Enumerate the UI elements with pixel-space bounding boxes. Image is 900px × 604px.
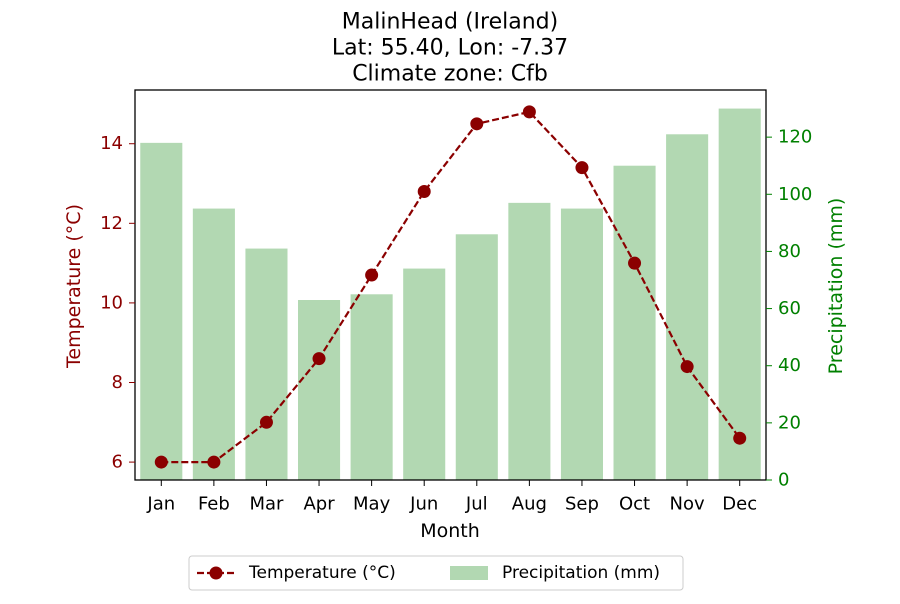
chart-title-line-3: Climate zone: Cfb [352,62,548,87]
x-tick-label-feb: Feb [198,494,230,515]
x-tick-label-sep: Sep [565,494,599,515]
temperature-point-may [365,268,379,282]
left-y-tick-label: 8 [112,372,123,393]
temperature-point-nov [680,360,694,374]
precipitation-bars [140,108,761,481]
legend-temperature-marker [209,566,223,580]
x-tick-label-jan: Jan [146,494,175,515]
x-tick-label-mar: Mar [249,494,284,515]
x-tick-label-aug: Aug [512,494,547,515]
temperature-line [154,105,747,469]
x-tick-label-oct: Oct [619,494,650,515]
temperature-point-oct [628,256,642,270]
legend-precipitation-swatch [450,566,488,580]
right-y-tick-label: 120 [778,127,812,148]
temperature-point-jan [154,455,168,469]
precipitation-bar-aug [508,202,551,481]
left-y-tick-label: 12 [100,213,123,234]
precipitation-bar-dec [718,108,761,480]
right-y-tick-label: 60 [778,298,801,319]
right-y-tick-label: 20 [778,412,801,433]
temperature-series-line [161,110,741,464]
right-y-axis-label: Precipitation (mm) [825,198,847,375]
precipitation-bar-mar [245,248,288,480]
temperature-point-feb [207,455,221,469]
x-tick-label-nov: Nov [670,494,705,515]
chart-title-line-1: MalinHead (Ireland) [342,10,558,35]
x-tick-label-apr: Apr [303,494,335,515]
temperature-point-aug [522,105,536,119]
temperature-point-jun [417,184,431,198]
legend-frame [188,555,684,591]
temperature-point-mar [259,415,273,429]
left-y-axis-label: Temperature (°C) [63,204,85,369]
x-axis-ticks: Jan Feb Mar Apr May Jun Jul Aug Sep Oct Nov Dec [146,480,757,515]
temperature-point-sep [575,161,589,175]
x-axis-label: Month [420,520,480,542]
precipitation-bar-jul [455,234,498,480]
precipitation-bar-jan [140,142,183,481]
left-y-tick-label: 14 [100,133,123,154]
temperature-point-dec [733,431,747,445]
legend: Temperature (°C) Precipitation (mm) [188,555,684,591]
plot-frame [134,89,767,481]
precipitation-bar-sep [560,208,603,480]
x-tick-label-dec: Dec [722,494,757,515]
x-tick-label-jun: Jun [409,494,438,515]
precipitation-bar-nov [666,134,709,481]
legend-precipitation-label: Precipitation (mm) [502,563,660,583]
x-tick-label-may: May [353,494,391,515]
left-y-tick-label: 6 [112,452,123,473]
left-y-tick-label: 10 [100,292,123,313]
precipitation-bar-oct [613,165,656,480]
temperature-point-jul [470,117,484,131]
chart-title-line-2: Lat: 55.40, Lon: -7.37 [332,36,568,61]
precipitation-bar-apr [298,300,341,480]
precipitation-bar-jun [403,268,446,480]
plot-axes [134,89,767,481]
right-y-tick-label: 100 [778,184,812,205]
precipitation-bar-may [350,294,393,480]
temperature-point-apr [312,352,326,366]
x-tick-label-jul: Jul [465,494,488,515]
left-y-axis: 6 8 10 12 14 [100,133,135,473]
legend-temperature-label: Temperature (°C) [248,563,396,583]
right-y-tick-label: 80 [778,241,801,262]
right-y-axis: 0 20 40 60 80 100 120 [766,127,812,491]
right-y-tick-label: 0 [778,470,789,491]
precipitation-bar-feb [192,208,235,480]
right-y-tick-label: 40 [778,355,801,376]
chart-title: MalinHead (Ireland) Lat: 55.40, Lon: -7.… [332,10,568,87]
